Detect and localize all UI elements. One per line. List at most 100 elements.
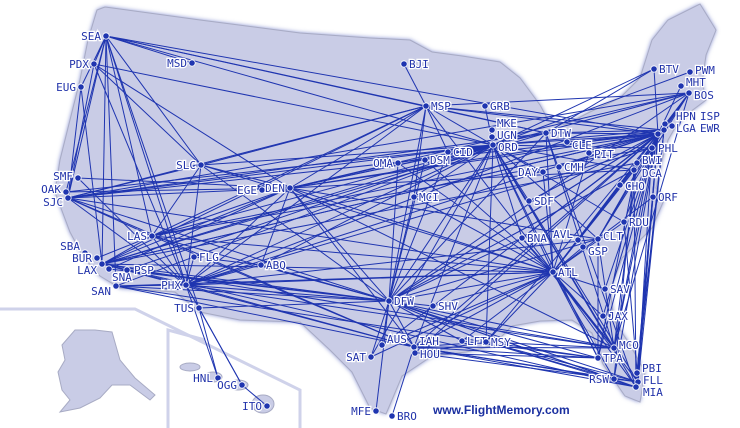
airport-cle[interactable]: CLE bbox=[563, 138, 593, 153]
airport-label: MSD bbox=[167, 57, 187, 70]
airport-cmh[interactable]: CMH bbox=[555, 160, 585, 175]
airport-sba[interactable]: SBA bbox=[59, 239, 89, 257]
airport-lft[interactable]: LFT bbox=[458, 334, 488, 349]
airport-dot-icon bbox=[660, 126, 668, 134]
airport-atl[interactable]: ATL bbox=[549, 265, 579, 280]
airport-bur[interactable]: BUR bbox=[71, 251, 101, 266]
airport-dot-icon bbox=[620, 218, 628, 226]
airport-btv[interactable]: BTV bbox=[650, 62, 680, 77]
airport-ege[interactable]: EGE bbox=[236, 183, 266, 198]
airport-bwi[interactable]: BWI bbox=[633, 153, 663, 168]
airport-label: CLT bbox=[603, 230, 623, 243]
airport-sav[interactable]: SAV bbox=[601, 282, 631, 297]
airport-hnl[interactable]: HNL bbox=[192, 371, 222, 386]
airport-phl[interactable]: PHL bbox=[648, 141, 679, 156]
airport-msd[interactable]: MSD bbox=[166, 56, 196, 71]
airport-mht[interactable]: MHT bbox=[677, 75, 707, 90]
airport-pwm[interactable]: PWM bbox=[686, 63, 716, 78]
airport-iah[interactable]: IAH bbox=[410, 334, 440, 351]
airport-mke[interactable]: MKE bbox=[488, 116, 518, 134]
airport-jax[interactable]: JAX bbox=[599, 309, 629, 324]
airport-cho[interactable]: CHO bbox=[616, 179, 646, 194]
airport-pdx[interactable]: PDX bbox=[68, 57, 98, 72]
airport-tpa[interactable]: TPA bbox=[594, 351, 624, 366]
airport-shv[interactable]: SHV bbox=[429, 299, 459, 314]
route-bos-clt bbox=[597, 92, 690, 240]
airport-mco[interactable]: MCO bbox=[610, 338, 640, 353]
airport-isp[interactable]: ISP bbox=[668, 109, 721, 130]
airport-las[interactable]: LAS bbox=[126, 229, 156, 244]
airport-dsm[interactable]: DSM bbox=[421, 153, 451, 168]
airport-gsp[interactable]: GSP bbox=[579, 243, 609, 259]
airport-fll[interactable]: FLL bbox=[634, 373, 664, 388]
airport-bro[interactable]: BRO bbox=[388, 409, 418, 424]
route-dsm-ord bbox=[424, 144, 494, 161]
airport-sat[interactable]: SAT bbox=[345, 350, 375, 365]
airport-den[interactable]: DEN bbox=[264, 181, 294, 196]
airport-day[interactable]: DAY bbox=[517, 165, 547, 180]
airport-dot-icon bbox=[630, 166, 638, 174]
airport-abq[interactable]: ABQ bbox=[257, 258, 287, 273]
route-ewr-hou bbox=[414, 133, 659, 354]
airport-bos[interactable]: BOS bbox=[685, 88, 715, 103]
airport-dca[interactable]: DCA bbox=[630, 166, 663, 181]
airport-psp[interactable]: PSP bbox=[123, 263, 155, 278]
airport-eug[interactable]: EUG bbox=[55, 80, 85, 95]
route-slc-atl bbox=[200, 164, 554, 273]
airport-dtw[interactable]: DTW bbox=[542, 126, 572, 141]
airport-smf[interactable]: SMF bbox=[52, 169, 82, 184]
route-ewr-btv bbox=[653, 68, 659, 135]
airport-oak[interactable]: OAK bbox=[40, 182, 70, 197]
airport-dfw[interactable]: DFW bbox=[385, 294, 415, 309]
airport-sna[interactable]: SNA bbox=[105, 265, 133, 285]
airport-pit[interactable]: PIT bbox=[585, 147, 615, 162]
airport-ewr[interactable]: EWR bbox=[654, 121, 721, 138]
airport-oma[interactable]: OMA bbox=[372, 156, 402, 171]
airport-sdf[interactable]: SDF bbox=[525, 194, 555, 209]
airport-dot-icon bbox=[257, 261, 265, 269]
airport-bna[interactable]: BNA bbox=[518, 231, 548, 246]
airport-ogg[interactable]: OGG bbox=[216, 378, 246, 393]
airport-hpn[interactable]: HPN bbox=[661, 109, 697, 128]
airport-tus[interactable]: TUS bbox=[173, 301, 203, 316]
route-sjc-den bbox=[67, 187, 291, 199]
airport-lax[interactable]: LAX bbox=[76, 260, 106, 278]
route-dtw-atl bbox=[545, 132, 554, 273]
airport-grb[interactable]: GRB bbox=[481, 99, 511, 114]
airport-mfe[interactable]: MFE bbox=[350, 404, 380, 419]
airport-rdu[interactable]: RDU bbox=[620, 215, 650, 230]
airport-ugn[interactable]: UGN bbox=[488, 128, 518, 143]
airport-aus[interactable]: AUS bbox=[378, 332, 408, 349]
airport-flg[interactable]: FLG bbox=[190, 250, 220, 265]
route-tus-dfw bbox=[198, 300, 390, 309]
airport-ito[interactable]: ITO bbox=[241, 399, 271, 414]
airport-msp[interactable]: MSP bbox=[422, 99, 452, 114]
airport-pbi[interactable]: PBI bbox=[633, 361, 663, 377]
airport-sjc[interactable]: SJC bbox=[42, 194, 72, 210]
airport-cid[interactable]: CID bbox=[444, 145, 474, 160]
airport-label: UGN bbox=[497, 129, 517, 142]
route-san-msy bbox=[115, 285, 487, 343]
airport-msy[interactable]: MSY bbox=[482, 335, 512, 350]
airport-dot-icon bbox=[542, 129, 550, 137]
route-day-ord bbox=[492, 144, 544, 173]
airport-sea[interactable]: SEA bbox=[80, 29, 110, 44]
airport-avl[interactable]: AVL bbox=[552, 227, 582, 244]
airport-bji[interactable]: BJI bbox=[400, 57, 430, 72]
airport-san[interactable]: SAN bbox=[90, 282, 120, 299]
route-abq-den bbox=[260, 187, 291, 266]
flightmemory-credit[interactable]: www.FlightMemory.com bbox=[433, 403, 570, 417]
airport-clt[interactable]: CLT bbox=[594, 229, 624, 244]
airport-hou[interactable]: HOU bbox=[411, 347, 441, 362]
airport-lga[interactable]: LGA bbox=[660, 121, 697, 136]
route-phx-hnl bbox=[185, 284, 219, 379]
airport-mia[interactable]: MIA bbox=[632, 383, 664, 400]
route-sea-msd bbox=[105, 35, 193, 64]
airport-phx[interactable]: PHX bbox=[160, 278, 190, 293]
airport-rsw[interactable]: RSW bbox=[588, 372, 618, 387]
airport-orf[interactable]: ORF bbox=[649, 190, 679, 205]
airport-mci[interactable]: MCI bbox=[410, 190, 440, 205]
airport-dot-icon bbox=[594, 354, 602, 362]
airport-ord[interactable]: ORD bbox=[489, 140, 519, 155]
airport-slc[interactable]: SLC bbox=[175, 158, 205, 173]
